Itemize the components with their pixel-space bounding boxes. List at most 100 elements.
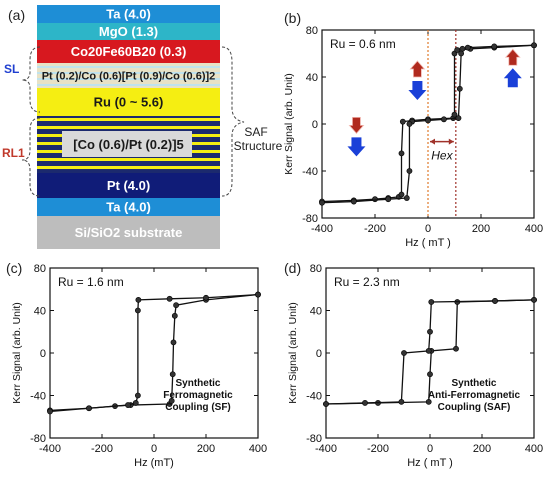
- y-tick-label: -80: [306, 433, 322, 445]
- data-point: [425, 117, 431, 124]
- layer-4-label: Ru (0 ~ 5.6): [94, 95, 164, 110]
- layer-3-label: Pt (0.2)/Co (0.6)[Pt (0.9)/Co (0.6)]2: [42, 70, 216, 82]
- data-point: [255, 291, 261, 298]
- layer-3-stripe: [37, 72, 220, 74]
- data-point: [427, 328, 433, 335]
- y-tick-label: -40: [30, 391, 46, 403]
- data-point: [86, 405, 92, 412]
- data-point: [398, 398, 405, 405]
- x-tick-label: 400: [525, 443, 543, 455]
- x-axis-label: Hz ( mT ): [405, 237, 451, 249]
- data-point: [401, 350, 407, 356]
- panel-c-label: (c): [6, 260, 22, 276]
- layer-7-box: [37, 198, 220, 216]
- data-point: [440, 116, 447, 123]
- data-point: [134, 392, 141, 399]
- y-tick-label: 80: [306, 25, 318, 37]
- y-axis-label: Kerr Signal (arb. Unit): [287, 302, 299, 404]
- inset-text: Synthetic: [175, 378, 220, 389]
- x-tick-label: 200: [473, 443, 491, 455]
- inset-text: Synthetic: [451, 378, 496, 389]
- series-line-1: [49, 293, 259, 413]
- antiparallel-sl-arrow: [409, 60, 426, 78]
- inset-text: Coupling (SAF): [438, 402, 511, 413]
- data-point: [428, 299, 435, 305]
- data-point: [166, 295, 173, 302]
- data-point: [399, 118, 406, 125]
- panel-a-layer-stack: (a) Ta (4.0) MgO (1.3) Co20Fe60B20 (0.3) Pt…: [2, 5, 283, 249]
- data-point: [47, 408, 53, 415]
- data-point: [425, 347, 432, 354]
- data-point: [491, 43, 498, 50]
- layer-2-label: Co20Fe60B20 (0.3): [71, 44, 187, 59]
- y-tick-label: 40: [310, 306, 322, 318]
- hex-arrowhead-right: [448, 138, 454, 145]
- layer-5-label: [Co (0.6)/Pt (0.2)]5: [73, 137, 184, 152]
- ru-annotation: Ru = 2.3 nm: [334, 275, 400, 289]
- x-tick-label: -200: [91, 443, 113, 455]
- data-point: [171, 312, 178, 319]
- data-point: [531, 42, 537, 49]
- data-point: [362, 400, 368, 406]
- data-point: [398, 191, 405, 198]
- panel-a-label: (a): [8, 7, 25, 23]
- x-tick-label: -200: [364, 223, 386, 235]
- layer-5-stripe: [37, 166, 220, 169]
- layer-0-box: [37, 5, 220, 23]
- data-point: [406, 168, 413, 174]
- x-tick-label: 200: [472, 223, 490, 235]
- rl1-label: RL1: [2, 146, 25, 160]
- data-point: [451, 111, 458, 118]
- x-tick-label: -400: [311, 223, 333, 235]
- saf-label: SAF: [244, 125, 267, 139]
- layer-1-label: MgO (1.3): [99, 24, 158, 39]
- layer-5-stripe: [37, 158, 220, 161]
- y-axis-label: Kerr Signal (arb. Unit): [11, 302, 23, 404]
- data-point: [398, 150, 405, 157]
- layer-6-label: Pt (4.0): [107, 178, 150, 193]
- hex-arrowhead-left: [430, 138, 435, 145]
- y-tick-label: 40: [34, 306, 46, 318]
- data-point: [464, 44, 471, 51]
- layer-3-stripe: [37, 66, 220, 68]
- y-tick-label: 80: [310, 263, 322, 275]
- layer-0-label: Ta (4.0): [106, 7, 151, 22]
- data-point: [350, 198, 357, 205]
- x-tick-label: -200: [367, 443, 389, 455]
- inset-text: Anti-Ferromagnetic: [428, 390, 521, 401]
- x-tick-label: -400: [315, 443, 337, 455]
- neg-saturation-rl-arrow: [347, 137, 366, 157]
- panel-b-label: (b): [284, 10, 301, 26]
- x-tick-label: 0: [151, 443, 157, 455]
- layer-5-stripe: [37, 118, 220, 121]
- saf-label-structure: Structure: [234, 139, 283, 153]
- neg-saturation-sl-arrow: [348, 117, 365, 135]
- layer-1-box: [37, 23, 220, 40]
- data-point: [372, 196, 378, 203]
- y-tick-label: -40: [306, 391, 322, 403]
- y-axis-label: Kerr Signal (arb. Unit): [283, 73, 295, 175]
- data-point: [168, 397, 175, 404]
- data-point: [427, 371, 433, 378]
- y-tick-label: 0: [312, 119, 318, 131]
- layer-3-stripe: [37, 78, 220, 80]
- layer-8-label: Si/SiO2 substrate: [75, 225, 183, 240]
- sl-label: SL: [4, 62, 19, 76]
- data-point: [170, 339, 177, 346]
- x-tick-label: 400: [249, 443, 267, 455]
- sl-bracket: [21, 46, 41, 113]
- layer-3-stripe: [37, 84, 220, 86]
- data-point: [125, 402, 131, 408]
- inset-text: Coupling (SF): [165, 402, 231, 413]
- data-point: [453, 345, 459, 352]
- ru-annotation: Ru = 1.6 nm: [58, 275, 124, 289]
- pos-saturation-sl-arrow: [504, 48, 521, 66]
- data-point: [135, 296, 142, 303]
- x-tick-label: 0: [425, 223, 431, 235]
- data-point: [203, 294, 209, 301]
- pos-saturation-rl-arrow: [503, 68, 522, 88]
- data-point: [323, 401, 329, 407]
